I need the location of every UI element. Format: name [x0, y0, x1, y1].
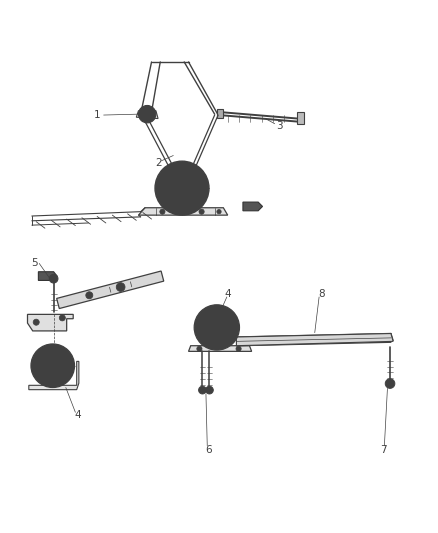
Circle shape: [214, 325, 219, 330]
Text: 3: 3: [277, 122, 283, 131]
Circle shape: [205, 386, 213, 394]
Polygon shape: [138, 208, 228, 215]
Circle shape: [194, 305, 240, 350]
Circle shape: [197, 346, 202, 351]
Polygon shape: [188, 346, 252, 351]
Text: 7: 7: [380, 445, 387, 455]
Circle shape: [165, 171, 199, 206]
Circle shape: [210, 321, 223, 334]
Polygon shape: [297, 112, 304, 124]
Polygon shape: [243, 202, 262, 211]
Circle shape: [116, 282, 125, 292]
Circle shape: [46, 359, 59, 372]
Circle shape: [385, 379, 395, 389]
Polygon shape: [28, 314, 73, 331]
Text: 6: 6: [205, 445, 212, 455]
Circle shape: [31, 344, 74, 387]
Text: 4: 4: [74, 410, 81, 421]
Polygon shape: [217, 109, 223, 118]
Circle shape: [39, 352, 67, 379]
Text: 1: 1: [94, 110, 100, 120]
Circle shape: [198, 386, 206, 394]
Circle shape: [33, 319, 39, 325]
Circle shape: [199, 209, 204, 214]
Text: 4: 4: [224, 289, 231, 299]
Polygon shape: [57, 271, 164, 309]
Circle shape: [138, 106, 156, 123]
Polygon shape: [39, 272, 57, 280]
Circle shape: [155, 161, 209, 215]
Circle shape: [236, 346, 241, 351]
Circle shape: [86, 292, 93, 299]
Circle shape: [179, 185, 185, 191]
Circle shape: [143, 110, 151, 118]
Polygon shape: [136, 111, 158, 118]
Polygon shape: [29, 361, 79, 390]
Circle shape: [217, 209, 221, 214]
Text: 5: 5: [31, 259, 37, 269]
Circle shape: [50, 363, 55, 368]
Circle shape: [49, 274, 58, 283]
Circle shape: [160, 209, 165, 214]
Text: 2: 2: [155, 158, 161, 168]
Circle shape: [202, 313, 232, 342]
Text: 8: 8: [318, 289, 325, 299]
Circle shape: [174, 180, 190, 196]
Circle shape: [59, 315, 65, 321]
Polygon shape: [237, 334, 393, 346]
